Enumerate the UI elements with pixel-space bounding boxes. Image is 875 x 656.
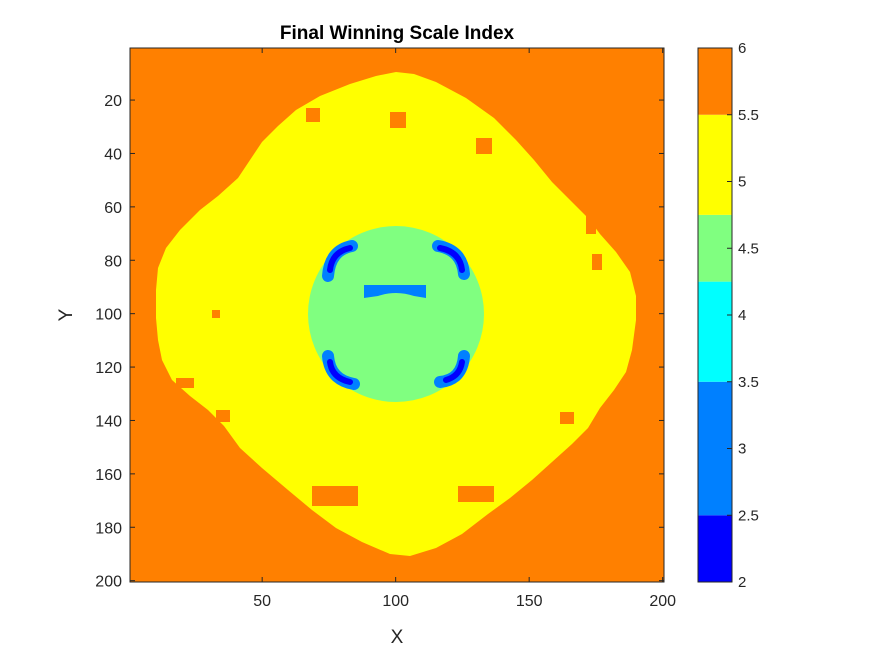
y-tick-label: 120 [95, 360, 122, 377]
orange-patch [458, 486, 494, 502]
y-tick-label: 140 [95, 413, 122, 430]
colorbar: 2 2.5 3 3.5 4 4.5 5 5.5 6 [697, 40, 759, 591]
axes-box [129, 47, 665, 583]
y-tick-label: 20 [104, 93, 122, 110]
orange-patch [560, 412, 574, 424]
colorbar-segment [698, 48, 732, 115]
orange-patch [586, 216, 596, 234]
arc-top-left-core [327, 245, 353, 273]
colorbar-segment [698, 281, 732, 382]
orange-patch [176, 378, 194, 388]
colorbar-segment [698, 381, 732, 516]
y-tick-label: 60 [104, 200, 122, 217]
heatmap-center-bar [364, 285, 426, 298]
colorbar-tick-label: 3.5 [738, 374, 759, 391]
colorbar-segment [698, 114, 732, 215]
colorbar-tick-label: 5 [738, 174, 746, 191]
corner-arcs [322, 240, 470, 390]
colorbar-tick-label: 6 [738, 40, 746, 57]
orange-patch [592, 254, 602, 270]
orange-patch [216, 410, 230, 422]
x-tick-label: 100 [382, 593, 409, 610]
orange-patch [212, 310, 220, 318]
y-tick-label: 160 [95, 467, 122, 484]
orange-patch [476, 138, 492, 154]
x-tick-label: 50 [253, 593, 271, 610]
y-tick-label: 40 [104, 146, 122, 163]
x-axis-label: X [391, 627, 404, 648]
colorbar-tick-label: 4.5 [738, 240, 759, 257]
orange-patch [306, 108, 320, 122]
orange-patch [312, 486, 358, 506]
x-tick-label: 150 [516, 593, 543, 610]
x-axis: 50 100 150 200 [253, 48, 676, 610]
colorbar-segment [698, 515, 732, 582]
colorbar-tick-label: 3 [738, 441, 746, 458]
y-tick-label: 200 [95, 574, 122, 591]
arc-bottom-right-core [443, 359, 465, 383]
ring-edge-patches [176, 108, 602, 506]
y-tick-label: 80 [104, 253, 122, 270]
arc-bottom-left-core [327, 359, 353, 385]
orange-patch [390, 112, 406, 128]
colorbar-tick-label: 4 [738, 307, 746, 324]
arc-top-right-core [437, 245, 465, 273]
chart-title: Final Winning Scale Index [280, 23, 515, 44]
colorbar-tick-label: 2.5 [738, 507, 759, 524]
colorbar-tick-label: 2 [738, 574, 746, 591]
y-axis-label: Y [56, 308, 77, 321]
y-axis: 20 40 60 80 100 120 140 160 180 200 [95, 93, 664, 591]
y-tick-label: 180 [95, 520, 122, 537]
heatmap-region-disk [308, 226, 484, 402]
x-tick-label: 200 [649, 593, 676, 610]
colorbar-tick-label: 5.5 [738, 107, 759, 124]
colorbar-segment [698, 214, 732, 282]
y-tick-label: 100 [95, 307, 122, 324]
heatmap-plot-area [130, 48, 664, 582]
